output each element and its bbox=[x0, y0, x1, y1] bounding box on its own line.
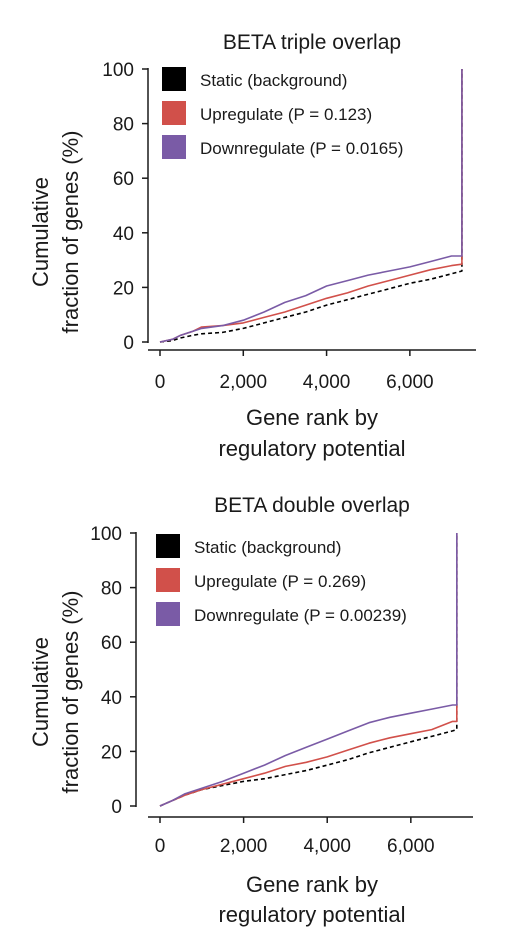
legend-label: Downregulate (P = 0.0165) bbox=[200, 139, 403, 158]
y-tick-label: 20 bbox=[113, 278, 134, 299]
x-tick-label: 4,000 bbox=[303, 836, 351, 857]
legend-series-name: Static (background) bbox=[194, 538, 341, 557]
chart-title: BETA double overlap bbox=[214, 494, 410, 517]
x-tick-label: 2,000 bbox=[220, 372, 268, 393]
legend-series-name: Upregulate bbox=[200, 105, 283, 124]
y-tick-label: 40 bbox=[113, 224, 134, 245]
chart-panel-triple-overlap: BETA triple overlap 0 20 40 60 80 100 0 2,000 4,0… bbox=[0, 0, 525, 467]
chart-triple-overlap: BETA triple overlap 0 20 40 60 80 100 0 2,000 4,0… bbox=[28, 31, 476, 461]
y-tick-label: 20 bbox=[101, 742, 122, 763]
y-axis-label: Cumulative bbox=[28, 637, 53, 747]
chart-title: BETA triple overlap bbox=[223, 31, 401, 54]
y-axis-label: Cumulative bbox=[28, 177, 53, 287]
y-tick-label: 60 bbox=[113, 169, 134, 190]
series-line-downregulate bbox=[159, 533, 458, 807]
y-tick-label: 0 bbox=[111, 797, 122, 818]
legend-swatch bbox=[162, 101, 186, 125]
x-axis-label: Gene rank by bbox=[246, 872, 378, 897]
legend-swatch bbox=[162, 67, 186, 91]
legend-p-value: (P = 0.269) bbox=[277, 572, 366, 591]
x-tick-label: 6,000 bbox=[386, 372, 434, 393]
legend-swatch bbox=[156, 534, 180, 558]
legend-p-value: (P = 0.0165) bbox=[305, 139, 403, 158]
y-tick-label: 40 bbox=[101, 688, 122, 709]
x-axis-label: Gene rank by bbox=[246, 405, 378, 430]
legend-label: Static (background) bbox=[200, 71, 347, 90]
legend-p-value: (P = 0.00239) bbox=[299, 606, 407, 625]
x-tick-label: 4,000 bbox=[303, 372, 351, 393]
legend-label: Downregulate (P = 0.00239) bbox=[194, 606, 407, 625]
y-axis-label: fraction of genes (%) bbox=[58, 591, 83, 794]
y-tick-label: 100 bbox=[102, 60, 134, 81]
legend-series-name: Downregulate bbox=[194, 606, 299, 625]
chart-double-overlap: BETA double overlap 0 20 40 60 80 100 0 2,000 4,0… bbox=[28, 494, 473, 927]
x-tick-label: 0 bbox=[155, 836, 166, 857]
legend-label: Upregulate (P = 0.123) bbox=[200, 105, 372, 124]
y-tick-label: 80 bbox=[113, 115, 134, 136]
legend-label: Upregulate (P = 0.269) bbox=[194, 572, 366, 591]
legend-swatch bbox=[162, 135, 186, 159]
y-tick-label: 80 bbox=[101, 579, 122, 600]
x-tick-label: 2,000 bbox=[220, 836, 268, 857]
x-axis-label: regulatory potential bbox=[218, 436, 405, 461]
y-tick-label: 0 bbox=[123, 333, 134, 354]
legend-series-name: Downregulate bbox=[200, 139, 305, 158]
x-tick-label: 6,000 bbox=[387, 836, 435, 857]
legend-series-name: Static (background) bbox=[200, 71, 347, 90]
x-tick-label: 0 bbox=[155, 372, 166, 393]
legend-swatch bbox=[156, 568, 180, 592]
y-axis-label: fraction of genes (%) bbox=[58, 131, 83, 334]
legend-label: Static (background) bbox=[194, 538, 341, 557]
legend-p-value: (P = 0.123) bbox=[283, 105, 372, 124]
chart-panel-double-overlap: BETA double overlap 0 20 40 60 80 100 0 2,000 4,0… bbox=[0, 467, 525, 934]
y-tick-label: 60 bbox=[101, 633, 122, 654]
legend-series-name: Upregulate bbox=[194, 572, 277, 591]
series-line-upregulate bbox=[159, 533, 458, 807]
y-tick-label: 100 bbox=[90, 524, 122, 545]
series-line-static-background bbox=[159, 69, 463, 343]
legend-swatch bbox=[156, 602, 180, 626]
x-axis-label: regulatory potential bbox=[218, 902, 405, 927]
series-line-downregulate bbox=[159, 69, 463, 343]
